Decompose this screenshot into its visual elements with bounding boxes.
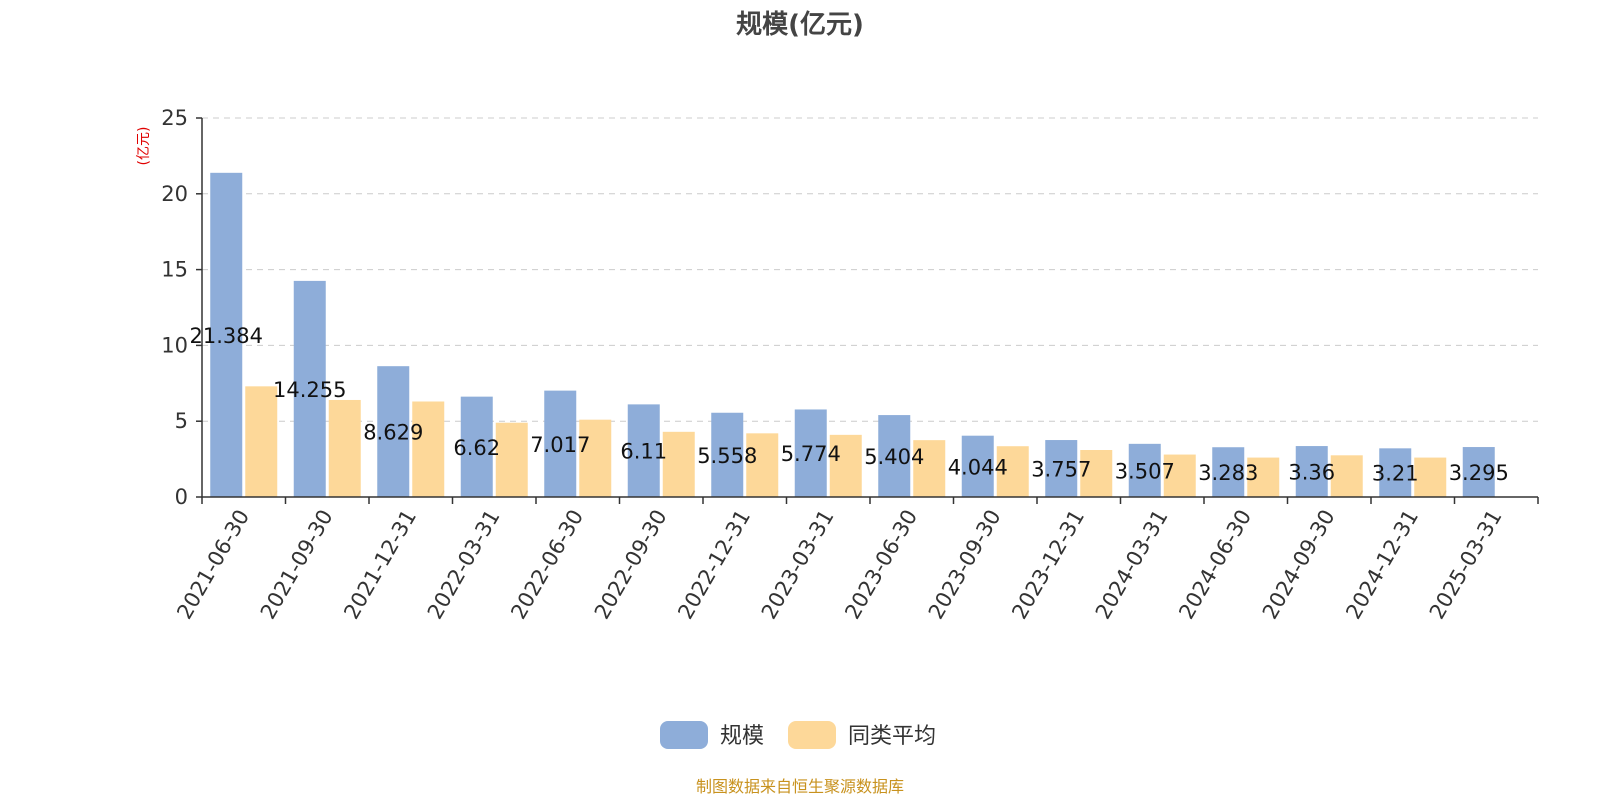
bar-peer-average[interactable] [1414, 457, 1447, 497]
x-tick-label: 2024-06-30 [1174, 506, 1256, 624]
bar-scale[interactable] [878, 415, 911, 497]
x-tick-label: 2021-12-31 [339, 506, 421, 624]
data-label: 3.757 [1031, 458, 1091, 482]
y-tick-label: 20 [161, 182, 188, 206]
legend-label[interactable]: 规模 [720, 724, 764, 749]
bars [210, 172, 1495, 498]
y-tick-label: 25 [161, 106, 188, 130]
bar-scale[interactable] [1379, 448, 1412, 497]
bar-scale[interactable] [1295, 446, 1328, 497]
x-tick-label: 2024-12-31 [1341, 506, 1423, 624]
bar-scale[interactable] [711, 412, 744, 497]
legend-label[interactable]: 同类平均 [848, 724, 936, 749]
bar-scale[interactable] [1462, 447, 1495, 497]
y-tick-label: 10 [161, 333, 188, 357]
x-tick-label: 2022-12-31 [673, 506, 755, 624]
bar-scale[interactable] [544, 390, 577, 497]
x-tick-label: 2024-09-30 [1258, 506, 1340, 624]
y-unit-label: (亿元) [136, 127, 152, 166]
axes: 0 5 10 15 20 25 2021-06-30 2021-09-30 2021-12-31… [161, 106, 1539, 624]
bar-scale[interactable] [794, 409, 827, 497]
bar-peer-average[interactable] [245, 386, 278, 497]
x-tick-label: 2022-09-30 [590, 506, 672, 624]
bar-scale[interactable] [1128, 443, 1161, 497]
bar-scale[interactable] [210, 172, 243, 498]
x-tick-label: 2021-06-30 [172, 506, 254, 624]
bar-scale[interactable] [293, 280, 326, 497]
bar-peer-average[interactable] [579, 419, 612, 497]
bar-peer-average[interactable] [1080, 450, 1113, 497]
x-tick-label: 2023-06-30 [840, 506, 922, 624]
y-tick-label: 5 [175, 409, 188, 433]
bar-peer-average[interactable] [996, 446, 1029, 497]
x-tick-label: 2022-03-31 [423, 506, 505, 624]
chart-title: 规模(亿元) [736, 10, 864, 40]
bar-peer-average[interactable] [495, 422, 528, 497]
bar-peer-average[interactable] [1247, 457, 1280, 497]
x-tick-label: 2023-12-31 [1007, 506, 1089, 624]
data-label: 5.558 [697, 444, 757, 468]
bar-scale[interactable] [961, 435, 994, 497]
y-tick-label: 0 [175, 485, 188, 509]
bar-peer-average[interactable] [412, 401, 445, 497]
data-label: 14.255 [273, 378, 346, 402]
data-labels: 21.384 14.255 8.629 6.62 7.017 6.11 5.558 5.774… [190, 324, 1509, 486]
x-tick-label: 2023-03-31 [757, 506, 839, 624]
bar-scale[interactable] [1212, 447, 1245, 497]
legend[interactable]: 规模 同类平均 [660, 721, 936, 749]
data-label: 3.283 [1198, 461, 1258, 485]
legend-swatch[interactable] [660, 721, 708, 749]
x-tick-label: 2021-09-30 [256, 506, 338, 624]
bar-scale[interactable] [627, 404, 660, 497]
data-label: 3.21 [1372, 462, 1419, 486]
legend-swatch[interactable] [788, 721, 836, 749]
data-label: 3.295 [1449, 461, 1509, 485]
data-label: 5.404 [864, 445, 924, 469]
data-label: 6.62 [453, 436, 500, 460]
bar-peer-average[interactable] [662, 431, 695, 497]
bar-peer-average[interactable] [829, 434, 862, 497]
x-tick-label: 2024-03-31 [1091, 506, 1173, 624]
x-tick-label: 2025-03-31 [1425, 506, 1507, 624]
data-label: 3.507 [1115, 459, 1175, 483]
bar-scale[interactable] [377, 366, 410, 497]
x-tick-label: 2023-09-30 [924, 506, 1006, 624]
data-label: 5.774 [781, 442, 841, 466]
data-label: 21.384 [190, 324, 263, 348]
source-note: 制图数据来自恒生聚源数据库 [696, 777, 904, 796]
bar-scale[interactable] [1045, 440, 1078, 497]
data-label: 8.629 [363, 421, 423, 445]
data-label: 3.36 [1288, 461, 1335, 485]
bar-peer-average[interactable] [913, 440, 946, 497]
bar-peer-average[interactable] [746, 433, 779, 497]
bar-peer-average[interactable] [1330, 455, 1363, 497]
bar-peer-average[interactable] [1163, 454, 1196, 497]
x-tick-label: 2022-06-30 [506, 506, 588, 624]
bar-scale[interactable] [460, 396, 493, 497]
y-tick-label: 15 [161, 258, 188, 282]
data-label: 6.11 [620, 440, 667, 464]
bar-peer-average[interactable] [328, 399, 361, 497]
data-label: 4.044 [948, 455, 1008, 479]
data-label: 7.017 [530, 433, 590, 457]
